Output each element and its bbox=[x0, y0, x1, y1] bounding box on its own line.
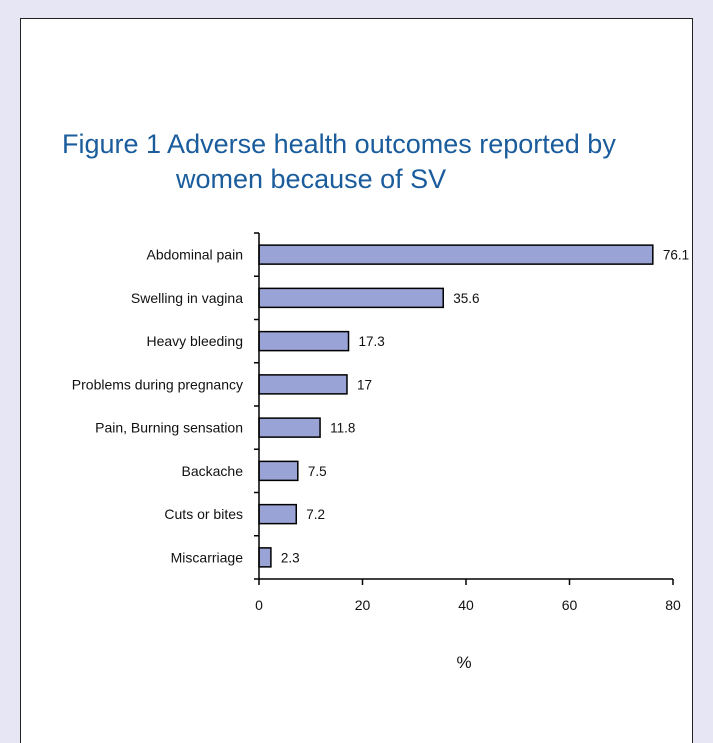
chart-title-line-1: Figure 1 Adverse health outcomes reporte… bbox=[62, 129, 616, 159]
bar-6 bbox=[258, 503, 298, 525]
value-label-2: 17.3 bbox=[359, 334, 385, 349]
category-label-6: Cuts or bites bbox=[164, 506, 243, 522]
bar-5 bbox=[258, 460, 299, 482]
value-label-6: 7.2 bbox=[306, 507, 325, 522]
category-label-4: Pain, Burning sensation bbox=[95, 420, 243, 436]
bar-1 bbox=[258, 287, 444, 309]
value-labels-group: 76.1 35.6 17.3 17 11.8 7.5 7.2 2.3 bbox=[281, 248, 689, 566]
value-label-4: 11.8 bbox=[330, 421, 355, 436]
category-label-7: Miscarriage bbox=[171, 549, 244, 565]
figure-panel bbox=[20, 18, 693, 743]
value-label-5: 7.5 bbox=[308, 464, 327, 479]
x-axis-label: % bbox=[456, 653, 471, 672]
value-label-1: 35.6 bbox=[453, 291, 479, 306]
bar-2 bbox=[258, 330, 350, 352]
category-label-2: Heavy bleeding bbox=[146, 333, 243, 349]
x-tick-label-4: 80 bbox=[665, 597, 681, 613]
value-label-0: 76.1 bbox=[663, 248, 689, 263]
category-label-0: Abdominal pain bbox=[146, 247, 243, 263]
x-tick-label-1: 20 bbox=[355, 597, 371, 613]
bar-7 bbox=[258, 547, 272, 568]
bars-group bbox=[258, 244, 654, 568]
bar-0 bbox=[258, 244, 654, 265]
x-tick-label-3: 60 bbox=[562, 597, 578, 613]
category-label-3: Problems during pregnancy bbox=[72, 376, 243, 392]
x-tick-label-2: 40 bbox=[458, 597, 474, 613]
chart-title: Figure 1 Adverse health outcomes reporte… bbox=[62, 127, 702, 197]
bar-4 bbox=[258, 417, 321, 438]
axes-group: 0 20 40 60 80 bbox=[254, 232, 681, 613]
x-tick-label-0: 0 bbox=[255, 597, 263, 613]
chart-title-line-2: women because of SV bbox=[176, 164, 447, 194]
bar-3 bbox=[258, 374, 348, 395]
category-labels-group: Abdominal pain Swelling in vagina Heavy bl… bbox=[72, 247, 243, 566]
value-label-3: 17 bbox=[357, 377, 372, 392]
category-label-1: Swelling in vagina bbox=[131, 290, 243, 306]
value-label-7: 2.3 bbox=[281, 550, 300, 565]
category-label-5: Backache bbox=[182, 463, 244, 479]
